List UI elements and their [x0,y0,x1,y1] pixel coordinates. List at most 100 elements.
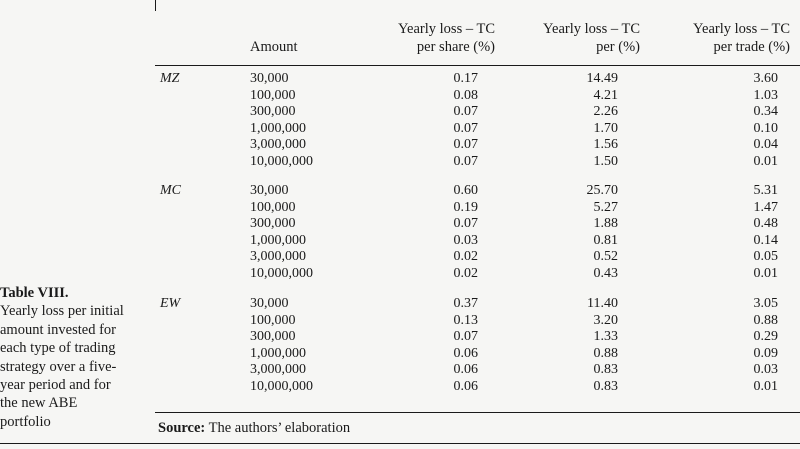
cell-per-share: 0.37 [453,296,479,311]
cell-amount: 100,000 [250,87,296,103]
header-col2: Yearly loss – TC per (%) [500,20,640,56]
header-col3-line2: per trade (%) [713,39,790,55]
cell-per-share: 0.06 [453,362,479,378]
cell-per-trade: 0.01 [753,266,779,281]
cell-per-share: 0.17 [453,71,479,86]
cell-per-trade: 0.05 [753,249,779,265]
cell-per: 4.21 [593,87,619,103]
cell-per: 0.81 [593,232,619,248]
cell-amount: 3,000,000 [250,362,306,378]
group-label: MC [160,183,181,198]
cell-per-trade: 0.48 [753,216,779,232]
bottom-rule [155,412,800,413]
cell-amount: 1,000,000 [250,120,306,136]
cell-amount: 300,000 [250,329,296,345]
cell-per: 3.20 [593,312,619,328]
cell-per-share: 0.03 [453,232,479,248]
cell-amount: 1,000,000 [250,232,306,248]
cell-per-trade: 0.29 [753,329,779,345]
cell-amount: 100,000 [250,199,296,215]
cell-per-trade: 1.47 [753,199,779,215]
cell-per: 1.88 [593,216,619,232]
cell-amount: 10,000,000 [250,266,313,281]
source-label: Source: [158,420,206,436]
cell-amount: 300,000 [250,216,296,232]
caption-line: the new ABE [0,395,78,412]
caption-line: year period and for [0,377,111,394]
caption-line: portfolio [0,413,51,430]
cell-per: 0.83 [593,379,619,394]
cell-per: 5.27 [593,199,619,215]
cell-per: 0.83 [593,362,619,378]
header-col1-line1: Yearly loss – TC [398,21,495,37]
cell-per: 0.52 [593,249,619,265]
cell-per-trade: 0.09 [753,345,779,361]
cell-per-trade: 5.31 [753,183,779,198]
caption-line: strategy over a five- [0,358,117,375]
cell-per: 14.49 [586,71,619,86]
header-col3: Yearly loss – TC per trade (%) [655,20,790,56]
cell-per-share: 0.08 [453,87,479,103]
cell-per-trade: 0.01 [753,154,779,169]
header-col1-line2: per share (%) [416,39,495,55]
cell-per-share: 0.07 [453,329,479,345]
cell-per-trade: 0.88 [753,312,779,328]
cell-per-share: 0.07 [453,216,479,232]
cell-amount: 30,000 [250,71,289,86]
cell-amount: 30,000 [250,183,289,198]
cell-per-trade: 0.10 [753,120,779,136]
caption-line: amount invested for [0,321,116,338]
cell-per-trade: 0.01 [753,379,779,394]
cell-per-share: 0.06 [453,379,479,394]
header-col2-line2: per (%) [596,39,640,55]
table-caption: Table VIII. Yearly loss per initial amou… [0,284,150,431]
cell-per: 1.70 [593,120,619,136]
cell-per-share: 0.07 [453,104,479,120]
cell-per-share: 0.07 [453,154,479,169]
cell-per: 2.26 [593,104,619,120]
caption-line: Yearly loss per initial [0,303,124,320]
cell-per-trade: 0.03 [753,362,779,378]
cell-amount: 10,000,000 [250,154,313,169]
source-note: Source: The authors’ elaboration [158,420,350,437]
caption-line: each type of trading [0,340,116,357]
footer-rule [0,443,800,444]
header-col1: Yearly loss – TC per share (%) [360,20,495,56]
cell-per-share: 0.06 [453,345,479,361]
group-label: EW [160,296,181,311]
cell-per-trade: 0.04 [753,137,779,153]
cell-per: 0.88 [593,345,619,361]
cell-amount: 30,000 [250,296,289,311]
cell-per-trade: 0.14 [753,232,779,248]
caption-title: Table VIII. [0,285,69,301]
cell-per: 1.50 [593,154,619,169]
cell-per-share: 0.02 [453,249,479,265]
cell-per-share: 0.19 [453,199,479,215]
cell-per: 1.33 [593,329,619,345]
cell-amount: 300,000 [250,104,296,120]
header-col2-line1: Yearly loss – TC [543,21,640,37]
cell-per-trade: 3.05 [753,296,779,311]
cell-amount: 1,000,000 [250,345,306,361]
cell-per-trade: 0.34 [753,104,779,120]
cell-per-share: 0.07 [453,120,479,136]
cell-per-share: 0.13 [453,312,479,328]
cell-per: 25.70 [586,183,619,198]
cell-amount: 10,000,000 [250,379,313,394]
cell-per: 1.56 [593,137,619,153]
group-label: MZ [160,71,180,86]
header-rule [155,65,800,66]
cell-amount: 3,000,000 [250,137,306,153]
cell-per-share: 0.07 [453,137,479,153]
cell-per-trade: 1.03 [753,87,779,103]
source-text: The authors’ elaboration [208,420,351,436]
header-col3-line1: Yearly loss – TC [693,21,790,37]
left-vertical-rule [155,0,156,11]
cell-amount: 3,000,000 [250,249,306,265]
cell-per: 11.40 [587,296,618,311]
header-amount: Amount [250,39,298,55]
cell-per-trade: 3.60 [753,71,779,86]
cell-per: 0.43 [593,266,619,281]
cell-amount: 100,000 [250,312,296,328]
cell-per-share: 0.60 [453,183,479,198]
